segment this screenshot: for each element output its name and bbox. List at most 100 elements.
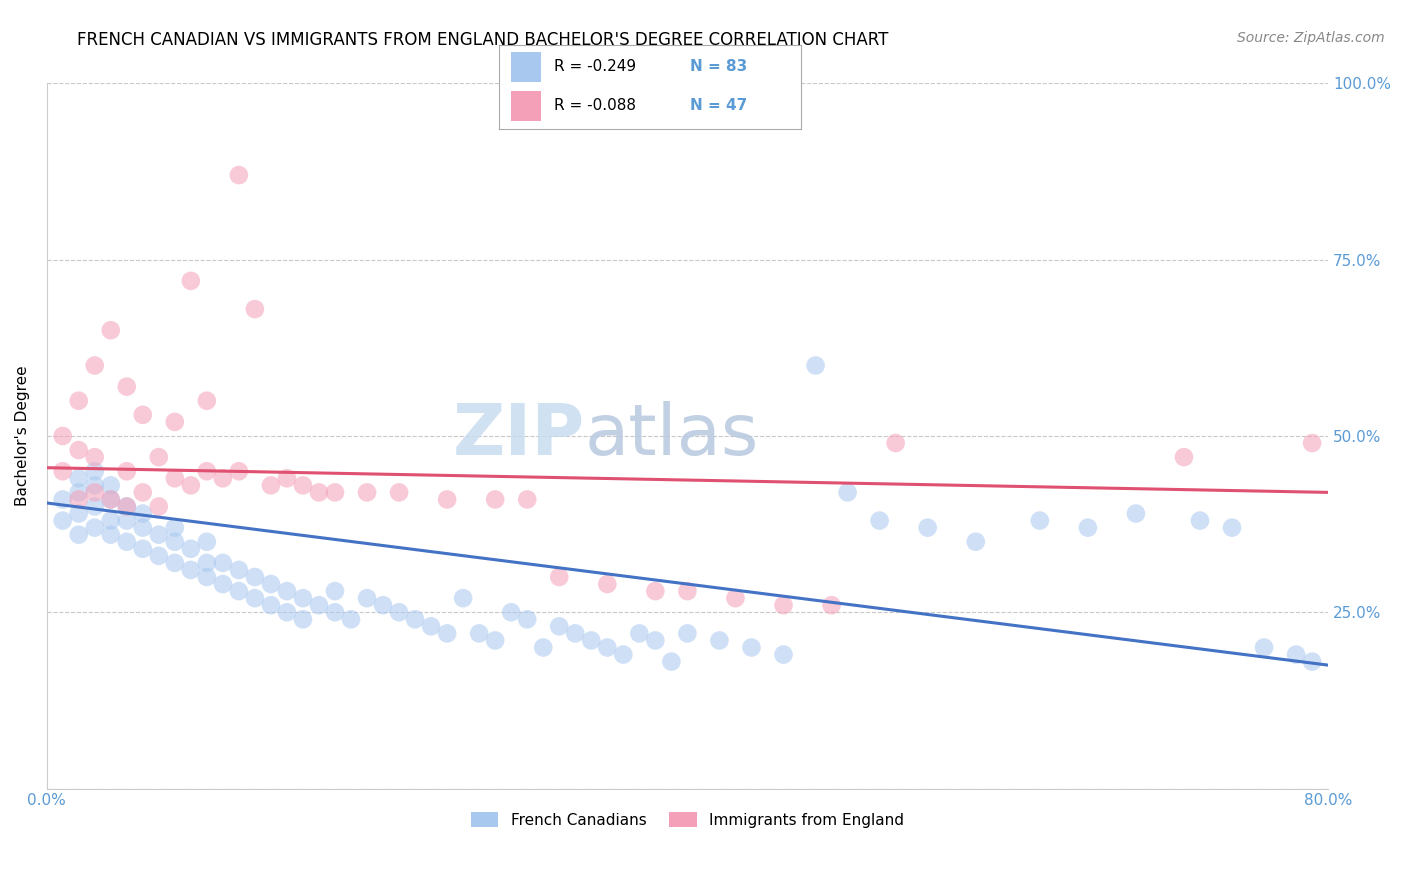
Point [709,633,731,648]
Point [581,633,603,648]
Point [163,556,186,570]
Point [804,359,827,373]
Point [115,500,138,514]
Point [195,570,218,584]
Point [596,577,619,591]
Point [323,605,346,619]
Point [1029,514,1052,528]
Text: ZIP: ZIP [453,401,585,470]
Point [195,534,218,549]
Point [180,563,202,577]
Point [67,492,90,507]
Point [356,485,378,500]
Point [163,521,186,535]
Point [308,485,330,500]
Point [612,648,634,662]
Point [644,633,666,648]
Point [228,563,250,577]
Text: N = 47: N = 47 [689,98,747,113]
Point [1188,514,1211,528]
Point [676,626,699,640]
Point [132,541,155,556]
Point [115,514,138,528]
Point [100,323,122,337]
Point [468,626,491,640]
Point [820,598,842,612]
Point [228,168,250,182]
Text: R = -0.249: R = -0.249 [554,59,636,74]
Point [276,584,298,599]
Point [676,584,699,599]
Point [83,485,105,500]
Point [276,471,298,485]
Text: Source: ZipAtlas.com: Source: ZipAtlas.com [1237,31,1385,45]
Point [308,598,330,612]
Point [484,492,506,507]
Point [388,485,411,500]
Point [67,507,90,521]
Point [100,492,122,507]
Point [83,464,105,478]
Point [291,591,314,606]
Point [83,478,105,492]
Point [371,598,394,612]
Point [1253,640,1275,655]
Point [180,541,202,556]
Bar [512,53,541,82]
Point [243,591,266,606]
Point [501,605,523,619]
Point [340,612,363,626]
Point [436,492,458,507]
Point [1220,521,1243,535]
Point [148,450,170,464]
Point [83,521,105,535]
Point [132,521,155,535]
Point [291,612,314,626]
Point [212,471,235,485]
Point [100,492,122,507]
Legend: French Canadians, Immigrants from England: French Canadians, Immigrants from Englan… [465,806,910,834]
Point [965,534,987,549]
Point [1301,655,1323,669]
Point [100,527,122,541]
Point [100,514,122,528]
Point [195,556,218,570]
Point [100,478,122,492]
Point [1173,450,1195,464]
Point [516,492,538,507]
Point [420,619,443,633]
Point [195,464,218,478]
Point [564,626,586,640]
Y-axis label: Bachelor's Degree: Bachelor's Degree [15,366,30,507]
Point [388,605,411,619]
Point [163,534,186,549]
Point [548,570,571,584]
Point [837,485,859,500]
Point [1301,436,1323,450]
Point [1077,521,1099,535]
Point [1125,507,1147,521]
Point [436,626,458,640]
Point [451,591,474,606]
Point [516,612,538,626]
Text: FRENCH CANADIAN VS IMMIGRANTS FROM ENGLAND BACHELOR'S DEGREE CORRELATION CHART: FRENCH CANADIAN VS IMMIGRANTS FROM ENGLA… [77,31,889,49]
Point [884,436,907,450]
Point [115,379,138,393]
Point [596,640,619,655]
Point [148,549,170,563]
Point [52,492,75,507]
Point [132,408,155,422]
Point [404,612,426,626]
Point [52,514,75,528]
Point [52,464,75,478]
Point [83,359,105,373]
Point [228,464,250,478]
Point [772,648,794,662]
Point [67,527,90,541]
Point [115,534,138,549]
Point [1285,648,1308,662]
Point [67,393,90,408]
Point [531,640,554,655]
Point [163,471,186,485]
Bar [512,91,541,120]
